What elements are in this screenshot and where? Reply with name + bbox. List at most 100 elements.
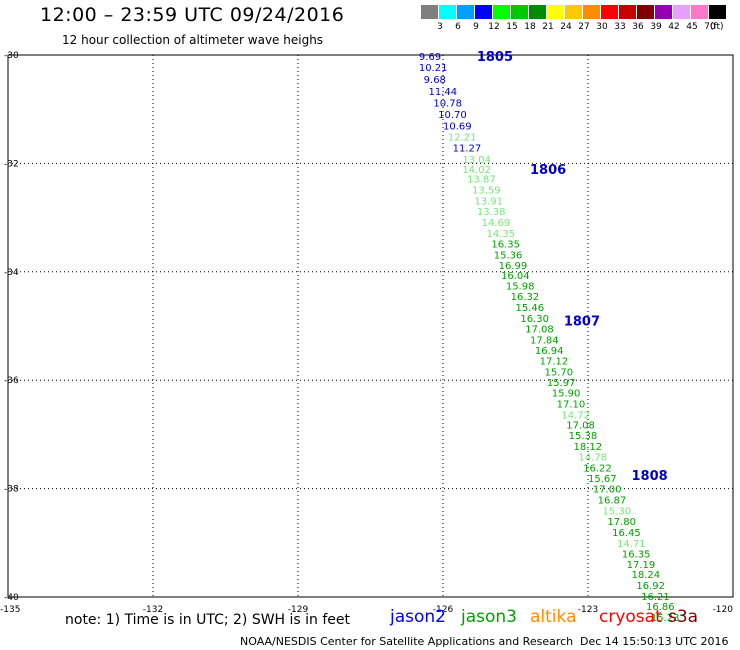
legend-swatch xyxy=(547,5,564,19)
legend-swatch xyxy=(637,5,654,19)
wave-height-value: 15.90 xyxy=(552,389,581,400)
map-frame xyxy=(7,54,734,598)
wave-height-value: 17.12 xyxy=(540,357,569,368)
lat-label: -38 xyxy=(4,485,19,495)
lon-label: -120 xyxy=(713,605,734,615)
wave-height-value: 13.87 xyxy=(467,175,496,186)
wave-height-value: 9.69 xyxy=(419,52,441,63)
wave-height-value: 16.30 xyxy=(520,314,549,325)
wave-height-value: 10.70 xyxy=(438,110,467,121)
wave-height-value: 16.04 xyxy=(501,271,530,282)
wave-height-value: 17.80 xyxy=(607,517,636,528)
legend-swatch xyxy=(529,5,546,19)
wave-height-value: 14.78 xyxy=(578,453,607,464)
legend-label: 24 xyxy=(560,22,572,32)
wave-height-value: 13.59 xyxy=(472,185,501,196)
wave-height-value: 16.94 xyxy=(535,346,564,357)
generated-timestamp: Dec 14 15:50:13 UTC 2016 xyxy=(580,635,729,648)
satellite-altika: altika xyxy=(530,607,577,627)
map-title: 12:00 – 23:59 UTC 09/24/2016 xyxy=(40,4,345,26)
wave-height-value: 13.38 xyxy=(477,207,506,218)
wave-height-value: 16.32 xyxy=(511,292,540,303)
lat-label: -40 xyxy=(4,593,19,603)
satellite-jason2: jason2 xyxy=(390,607,446,627)
time-label: 1808 xyxy=(632,469,668,484)
wave-height-value: 9.68 xyxy=(424,75,446,86)
wave-height-value: 11.27 xyxy=(453,144,482,155)
legend-swatch xyxy=(565,5,582,19)
wave-height-value: 16.92 xyxy=(636,581,665,592)
wave-height-value: 10.78 xyxy=(433,99,462,110)
legend-unit: (ft) xyxy=(710,22,724,32)
satellite-s3a: s3a xyxy=(668,607,699,627)
observation-values: 9.6910.219.6811.4410.7810.7010.6912.2111… xyxy=(419,52,680,624)
legend-swatch xyxy=(511,5,528,19)
lat-label: -32 xyxy=(4,159,19,169)
wave-height-value: 12.21 xyxy=(448,132,477,143)
lon-label: -126 xyxy=(433,605,454,615)
legend-swatch xyxy=(583,5,600,19)
legend-label: 12 xyxy=(488,22,500,32)
credit-line: NOAA/NESDIS Center for Satellite Applica… xyxy=(240,635,574,648)
legend-swatch xyxy=(619,5,636,19)
legend-swatch xyxy=(673,5,690,19)
legend-label: 36 xyxy=(632,22,644,32)
wave-height-value: 16.87 xyxy=(598,495,627,506)
legend-label: 3 xyxy=(437,22,443,32)
units-note: note: 1) Time is in UTC; 2) SWH is in fe… xyxy=(65,612,351,628)
wave-height-value: 15.38 xyxy=(569,431,598,442)
legend-label: 18 xyxy=(524,22,536,32)
wave-height-value: 18.12 xyxy=(574,442,603,453)
satellite-jason3: jason3 xyxy=(461,607,517,627)
legend-swatch xyxy=(439,5,456,19)
lon-label: -135 xyxy=(0,605,20,615)
wave-height-value: 14.02 xyxy=(462,165,491,176)
legend-label: 45 xyxy=(686,22,698,32)
wave-height-value: 16.86 xyxy=(646,602,675,613)
satellite-cryosat: cryosat xyxy=(599,607,662,627)
legend-label: 42 xyxy=(668,22,680,32)
legend-label: 39 xyxy=(650,22,662,32)
wave-height-value: 10.69 xyxy=(443,121,472,132)
wave-height-value: 15.23 xyxy=(651,613,680,624)
wave-height-value: 13.04 xyxy=(462,155,491,166)
lat-label: -34 xyxy=(4,268,19,278)
wave-height-value: 16.99 xyxy=(499,261,528,272)
legend-label: 15 xyxy=(506,22,518,32)
lat-label: -36 xyxy=(4,376,19,386)
legend-label: 70 xyxy=(704,22,716,32)
wave-height-value: 17.10 xyxy=(557,400,586,411)
wave-height-value: 16.35 xyxy=(491,240,520,251)
axis-labels: -30 -32 -34 -36 -38 -40 -135 -132 -129 -126 -123 -1… xyxy=(0,51,733,615)
legend-swatch xyxy=(475,5,492,19)
wave-height-value: 16.22 xyxy=(583,463,612,474)
wave-height-value: 15.30 xyxy=(603,506,632,517)
legend-swatch xyxy=(709,5,726,19)
legend-label: 27 xyxy=(578,22,590,32)
wave-height-value: 10.21 xyxy=(419,63,448,74)
wave-height-value: 17.00 xyxy=(593,485,622,496)
wave-height-value: 17.08 xyxy=(525,325,554,336)
legend-label: 21 xyxy=(542,22,554,32)
time-labels: 1805 1806 1807 1808 xyxy=(477,50,668,484)
legend-label: 33 xyxy=(614,22,626,32)
wave-height-value: 15.46 xyxy=(516,303,545,314)
legend-swatch xyxy=(457,5,474,19)
wave-height-value: 14.69 xyxy=(482,218,511,229)
wave-height-value: 15.67 xyxy=(588,474,617,485)
wave-height-value: 17.19 xyxy=(627,560,656,571)
legend-swatch xyxy=(601,5,618,19)
wave-height-value: 15.70 xyxy=(545,368,574,379)
wave-height-value: 16.35 xyxy=(622,550,651,561)
wave-height-value: 18.24 xyxy=(632,570,661,581)
lon-label: -123 xyxy=(578,605,598,615)
lat-label: -30 xyxy=(4,51,19,61)
legend-label: 30 xyxy=(596,22,608,32)
wave-height-value: 17.08 xyxy=(566,421,595,432)
time-label: 1805 xyxy=(477,50,513,65)
lon-label: -132 xyxy=(143,605,163,615)
legend-label: 9 xyxy=(473,22,479,32)
wave-height-value: 13.91 xyxy=(474,196,503,207)
wave-height-value: 15.98 xyxy=(506,281,535,292)
legend-swatch xyxy=(691,5,708,19)
